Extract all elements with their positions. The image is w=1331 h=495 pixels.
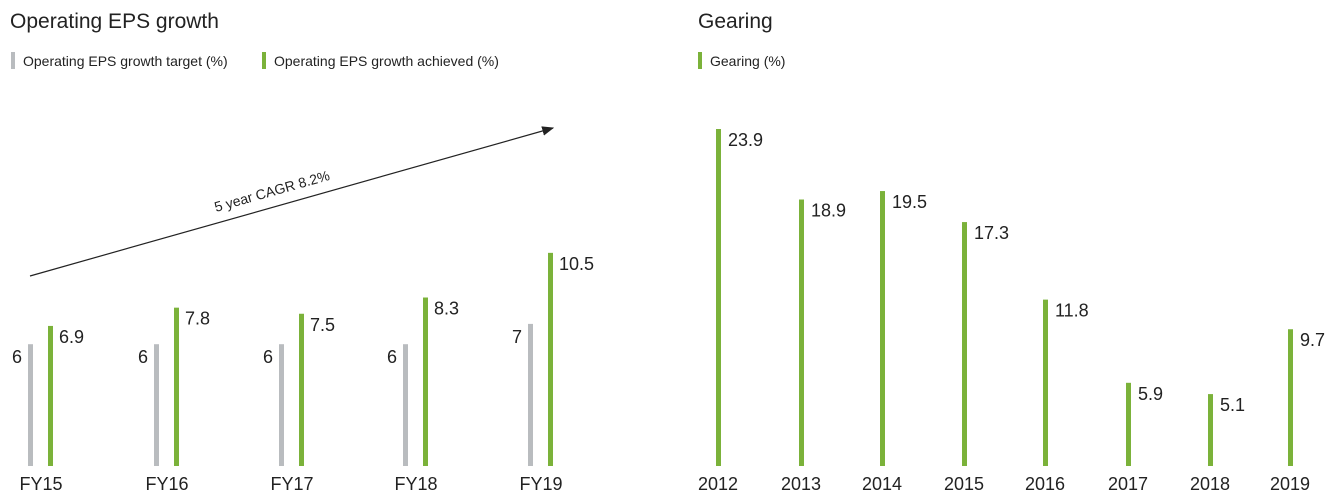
gearing-value-label: 23.9 <box>728 130 763 150</box>
eps-achieved-label: 7.8 <box>185 309 210 329</box>
eps-target-bar <box>279 344 284 466</box>
gearing-value-label: 19.5 <box>892 192 927 212</box>
gearing-value-label: 11.8 <box>1055 301 1089 321</box>
gearing-bar <box>962 222 967 466</box>
eps-category-label: FY18 <box>394 474 437 494</box>
eps-category-label: FY16 <box>145 474 188 494</box>
gearing-value-label: 5.1 <box>1220 395 1245 415</box>
gearing-year-label: 2017 <box>1108 474 1148 494</box>
eps-achieved-bar <box>48 325 53 466</box>
gearing-bar <box>1043 299 1048 466</box>
eps-target-label: 6 <box>387 347 397 367</box>
gearing-year-label: 2013 <box>781 474 821 494</box>
gearing-year-label: 2012 <box>698 474 738 494</box>
eps-target-bar <box>403 344 408 466</box>
gearing-bar <box>799 199 804 466</box>
legend-label-gearing: Gearing (%) <box>710 53 785 69</box>
eps-target-label: 6 <box>138 347 148 367</box>
legend-swatch-achieved <box>262 52 266 69</box>
gearing-year-label: 2016 <box>1025 474 1065 494</box>
eps-target-bar <box>154 344 159 466</box>
legend-label-achieved: Operating EPS growth achieved (%) <box>274 53 499 69</box>
gearing-chart-title: Gearing <box>698 10 773 33</box>
gearing-bar <box>716 129 721 466</box>
gearing-bar <box>1208 394 1213 466</box>
eps-achieved-bar <box>299 313 304 466</box>
gearing-value-label: 5.9 <box>1138 384 1163 404</box>
eps-category-label: FY19 <box>519 474 562 494</box>
eps-target-label: 6 <box>12 347 22 367</box>
gearing-bar <box>1126 382 1131 466</box>
gearing-bar <box>880 191 885 467</box>
eps-category-label: FY17 <box>270 474 313 494</box>
eps-chart-marks: 6 6.9 FY15 6 7.8 FY16 6 7.5 FY17 6 8.3 FY18 7 10.5 FY1… <box>12 252 594 494</box>
eps-chart-title: Operating EPS growth <box>10 10 219 33</box>
eps-category-label: FY15 <box>19 474 62 494</box>
gearing-chart-marks: 23.9 2012 18.9 2013 19.5 2014 17.3 2015 11.8 2016… <box>698 129 1325 494</box>
eps-achieved-bar <box>548 252 553 466</box>
eps-achieved-bar <box>174 307 179 466</box>
eps-target-bar <box>528 323 533 466</box>
eps-target-label: 6 <box>263 347 273 367</box>
eps-target-label: 7 <box>512 327 522 347</box>
gearing-year-label: 2014 <box>862 474 902 494</box>
eps-target-bar <box>28 344 33 466</box>
cagr-arrow <box>29 126 555 277</box>
legend-swatch-target <box>11 52 15 69</box>
eps-achieved-label: 7.5 <box>310 315 335 335</box>
legend-swatch-gearing <box>698 52 702 69</box>
gearing-year-label: 2019 <box>1270 474 1310 494</box>
gearing-value-label: 9.7 <box>1300 330 1325 350</box>
eps-achieved-label: 8.3 <box>434 299 459 319</box>
gearing-value-label: 18.9 <box>811 201 846 221</box>
gearing-value-label: 17.3 <box>974 223 1009 243</box>
gearing-year-label: 2018 <box>1190 474 1230 494</box>
legend-label-target: Operating EPS growth target (%) <box>23 53 228 69</box>
eps-achieved-label: 6.9 <box>59 327 84 347</box>
eps-achieved-bar <box>423 297 428 466</box>
gearing-year-label: 2015 <box>944 474 984 494</box>
eps-achieved-label: 10.5 <box>559 254 594 274</box>
gearing-bar <box>1288 329 1293 466</box>
